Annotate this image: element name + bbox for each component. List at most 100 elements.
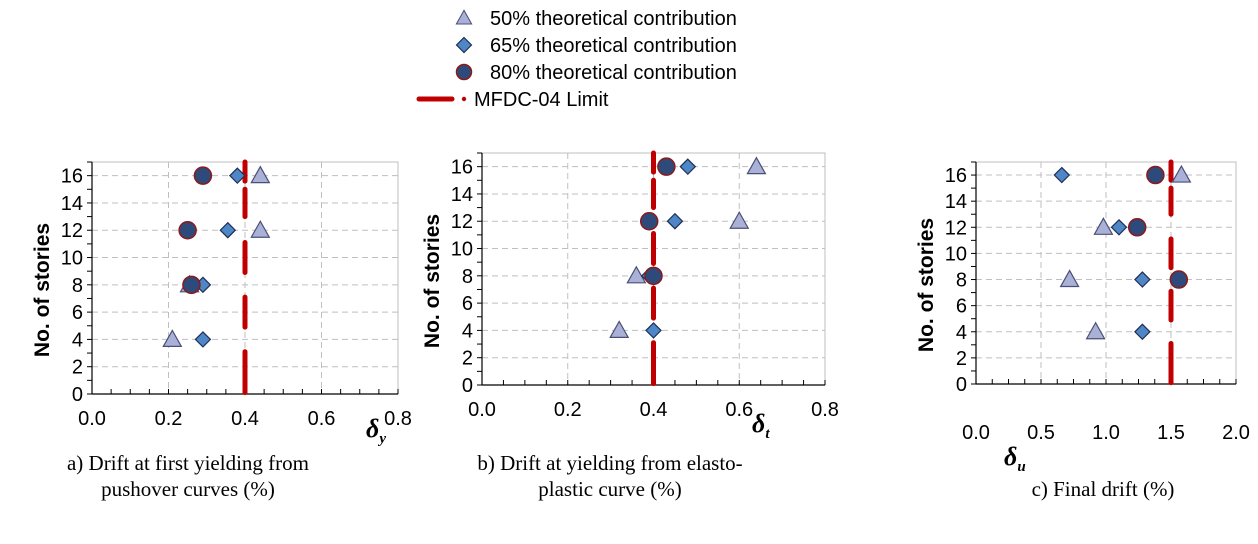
x-tick-label: 0.4 <box>231 408 259 430</box>
data-point-triangle <box>746 156 767 175</box>
x-axis-symbol-subscript: u <box>1017 459 1025 475</box>
legend-item-circle: 80% theoretical contribution <box>455 62 737 84</box>
x-tick-label: 0.2 <box>554 399 582 421</box>
legend-item-diamond: 65% theoretical contribution <box>455 35 737 57</box>
y-tick-label: 16 <box>945 165 967 187</box>
data-point-diamond <box>645 322 662 339</box>
y-tick-label: 6 <box>956 296 967 318</box>
data-point-triangle <box>1085 321 1106 340</box>
y-tick-label: 12 <box>451 211 473 233</box>
data-point-circle <box>178 220 197 240</box>
legend-limit-dot <box>461 96 467 102</box>
y-tick-label: 16 <box>61 166 83 188</box>
data-point-diamond <box>1110 218 1128 236</box>
y-axis-label: No. of stories <box>31 223 54 357</box>
data-point-circle <box>193 166 213 185</box>
data-point-circle <box>657 157 676 176</box>
x-axis-symbol-subscript: y <box>377 431 386 447</box>
data-point-triangle <box>1171 164 1192 183</box>
limit-dot <box>1168 303 1174 308</box>
y-tick-label: 10 <box>451 239 473 261</box>
legend-label: 80% theoretical contribution <box>490 62 737 84</box>
data-point-circle <box>1146 165 1165 185</box>
limit-dot <box>242 200 248 206</box>
x-axis-symbol-main: δ <box>752 409 765 438</box>
y-tick-label: 14 <box>451 184 473 206</box>
y-tick-label: 16 <box>451 157 473 179</box>
y-tick-label: 2 <box>462 348 473 370</box>
data-point-circle <box>1127 218 1147 237</box>
data-point-diamond <box>679 158 697 175</box>
x-tick-label: 0.8 <box>384 408 412 430</box>
legend-marker-circle <box>455 63 473 81</box>
y-axis-label: No. of stories <box>421 214 444 348</box>
legend-item-limit: MFDC-04 Limit <box>416 89 609 111</box>
y-tick-label: 0 <box>72 384 83 406</box>
x-tick-label: 0.6 <box>725 399 753 421</box>
chart-caption-line: plastic curve (%) <box>538 477 681 501</box>
y-tick-label: 0 <box>956 374 967 396</box>
x-tick-label: 1.5 <box>1157 422 1185 444</box>
data-point-triangle <box>1059 269 1080 288</box>
legend: 50% theoretical contribution 65% theoreti… <box>416 8 737 111</box>
y-tick-label: 6 <box>72 302 83 324</box>
y-tick-label: 12 <box>945 217 967 239</box>
legend-label: MFDC-04 Limit <box>474 89 609 111</box>
data-point-circle <box>639 211 659 231</box>
x-tick-label: 0.5 <box>1027 422 1055 444</box>
data-point-diamond <box>666 212 684 230</box>
data-point-diamond <box>194 331 212 348</box>
legend-marker-triangle <box>455 9 473 25</box>
chart-panel-3: 0 2 4 6 8 10 12 14 16 0.0 0.5 1.0 1.5 2.0 No. of stori… <box>915 159 1250 501</box>
y-tick-label: 10 <box>61 248 83 270</box>
y-tick-label: 4 <box>72 329 83 351</box>
chart-caption-line: b) Drift at yielding from elasto- <box>477 451 742 475</box>
y-tick-label: 2 <box>72 357 83 379</box>
chart-caption-line: pushover curves (%) <box>101 477 275 501</box>
data-point-diamond <box>229 167 246 184</box>
x-tick-label: 0.6 <box>308 408 336 430</box>
data-point-triangle <box>250 165 271 184</box>
legend-label: 50% theoretical contribution <box>490 8 737 30</box>
x-axis-symbol: δt <box>752 409 770 442</box>
y-tick-label: 10 <box>945 243 967 265</box>
data-point-circle <box>182 275 201 295</box>
x-tick-label: 1.0 <box>1092 422 1120 444</box>
y-tick-label: 14 <box>945 191 967 213</box>
data-point-triangle <box>626 265 647 284</box>
x-tick-label: 0.0 <box>962 422 990 444</box>
limit-dot <box>242 309 248 315</box>
chart-caption-line: a) Drift at first yielding from <box>67 451 309 475</box>
data-point-circle <box>644 266 663 286</box>
data-point-triangle <box>609 320 630 339</box>
y-tick-label: 2 <box>956 348 967 370</box>
legend-marker-diamond <box>455 36 473 54</box>
limit-dot <box>651 191 656 197</box>
y-tick-label: 4 <box>462 320 473 342</box>
x-tick-label: 0.0 <box>78 408 106 430</box>
data-point-diamond <box>1053 166 1071 184</box>
x-tick-label: 0.2 <box>155 408 183 430</box>
data-point-diamond <box>219 221 237 239</box>
data-point-diamond <box>1134 323 1151 341</box>
x-axis-symbol: δy <box>366 414 386 447</box>
data-point-triangle <box>729 211 750 229</box>
y-axis-label: No. of stories <box>915 218 938 352</box>
x-axis-symbol-main: δ <box>366 414 379 443</box>
x-tick-label: 0.8 <box>811 399 839 421</box>
chart-panel-1: 0 2 4 6 8 10 12 14 16 0.0 0.2 0.4 0.6 0.8 No. of stori… <box>31 159 412 501</box>
data-point-triangle <box>1093 217 1114 235</box>
y-tick-label: 4 <box>956 322 967 344</box>
y-tick-label: 8 <box>956 270 967 292</box>
data-point-circle <box>1169 270 1189 289</box>
y-tick-label: 0 <box>462 375 473 397</box>
chart-panel-2: 0 2 4 6 8 10 12 14 16 0.0 0.2 0.4 0.6 0.8 No. of stori… <box>421 150 839 501</box>
y-tick-label: 14 <box>61 193 83 215</box>
y-tick-label: 6 <box>462 293 473 315</box>
x-tick-label: 0.4 <box>640 399 668 421</box>
data-point-diamond <box>1134 271 1151 288</box>
y-tick-label: 8 <box>462 266 473 288</box>
limit-dot <box>1168 198 1174 204</box>
x-axis-symbol-main: δ <box>1004 442 1017 471</box>
